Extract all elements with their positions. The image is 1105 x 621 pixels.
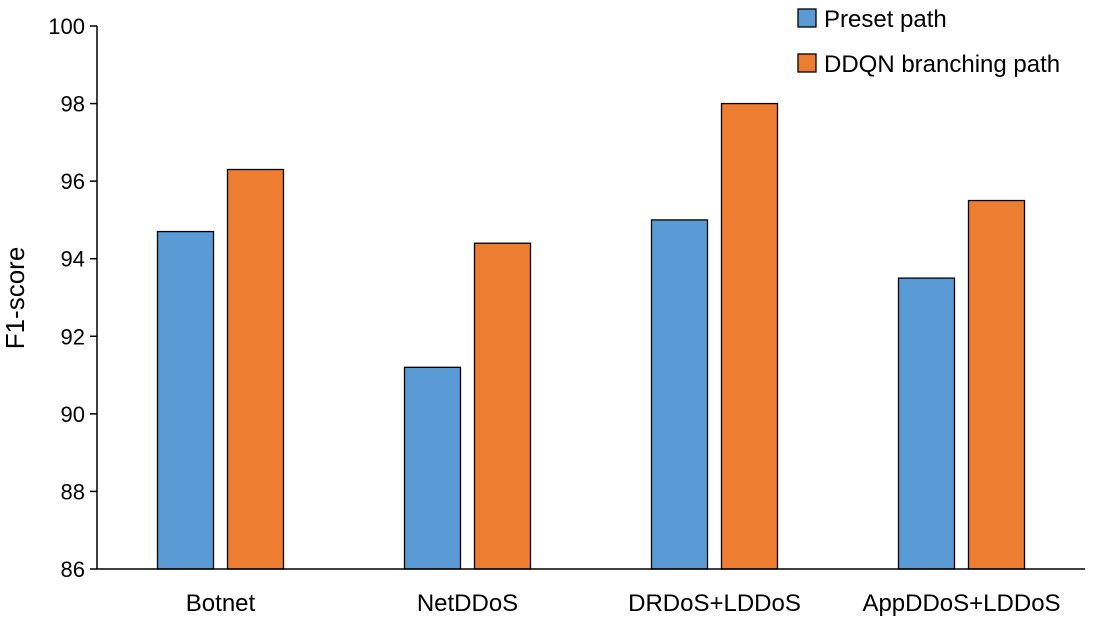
legend-swatch: [797, 53, 817, 73]
bar-preset-path: [403, 366, 462, 570]
y-tick-label: 94: [61, 247, 85, 272]
y-tick-label: 86: [61, 557, 85, 582]
bar-preset-path: [156, 230, 215, 570]
y-axis-title: F1-score: [0, 247, 30, 350]
legend-swatch: [797, 8, 817, 28]
x-category-label: AppDDoS+LDDoS: [862, 590, 1060, 617]
x-axis-labels: Botnet NetDDoS DRDoS+LDDoS AppDDoS+LDDoS: [186, 590, 1061, 617]
y-tick-label: 100: [48, 14, 85, 39]
legend: Preset path DDQN branching path: [797, 6, 1060, 78]
bar-ddqn-branching-path: [226, 168, 285, 570]
x-category-label: Botnet: [186, 590, 256, 617]
bar-preset-path: [897, 277, 956, 570]
bar-preset-path: [650, 219, 709, 570]
y-tick-label: 90: [61, 402, 85, 427]
y-tick-label: 98: [61, 92, 85, 117]
bars-layer: [156, 102, 1026, 570]
y-tick-label: 92: [61, 324, 85, 349]
y-axis-ticks: 86 88 90 92 94 96 98 100: [48, 14, 97, 582]
bar-ddqn-branching-path: [967, 199, 1026, 570]
y-tick-label: 88: [61, 479, 85, 504]
y-tick-label: 96: [61, 169, 85, 194]
x-category-label: DRDoS+LDDoS: [628, 590, 801, 617]
x-category-label: NetDDoS: [417, 590, 518, 617]
bar-ddqn-branching-path: [473, 242, 532, 570]
bar-ddqn-branching-path: [720, 102, 779, 570]
legend-label: Preset path: [824, 6, 947, 33]
legend-label: DDQN branching path: [824, 51, 1060, 78]
